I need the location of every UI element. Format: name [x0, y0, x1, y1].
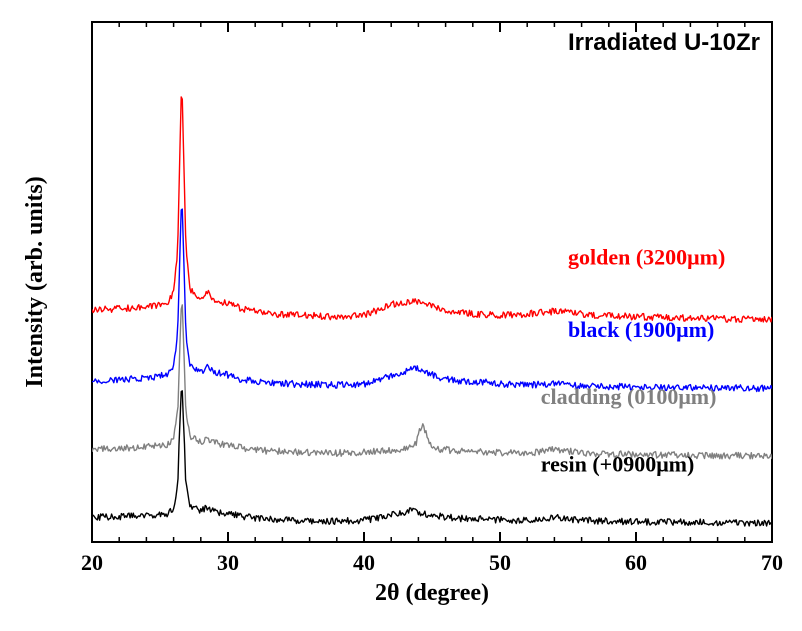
- y-axis-label: Intensity (arb. units): [22, 176, 48, 387]
- series-label-resin: resin (+0900μm): [541, 451, 695, 476]
- series-label-black: black (1900μm): [568, 317, 714, 342]
- x-tick-label: 50: [489, 550, 511, 575]
- chart-title: Irradiated U-10Zr: [568, 29, 760, 56]
- x-tick-label: 60: [625, 550, 647, 575]
- chart-container: 20 30 40 50 60 70 2θ (degree) Intensity (arb. u…: [0, 0, 802, 631]
- xrd-chart: 20 30 40 50 60 70 2θ (degree) Intensity (arb. u…: [0, 0, 802, 631]
- x-tick-label: 30: [217, 550, 239, 575]
- x-tick-label: 70: [761, 550, 783, 575]
- x-axis-label: 2θ (degree): [375, 580, 489, 606]
- x-tick-label: 40: [353, 550, 375, 575]
- series-label-golden: golden (3200μm): [568, 245, 725, 270]
- series-label-cladding: cladding (0100μm): [541, 384, 717, 409]
- x-tick-label: 20: [81, 550, 103, 575]
